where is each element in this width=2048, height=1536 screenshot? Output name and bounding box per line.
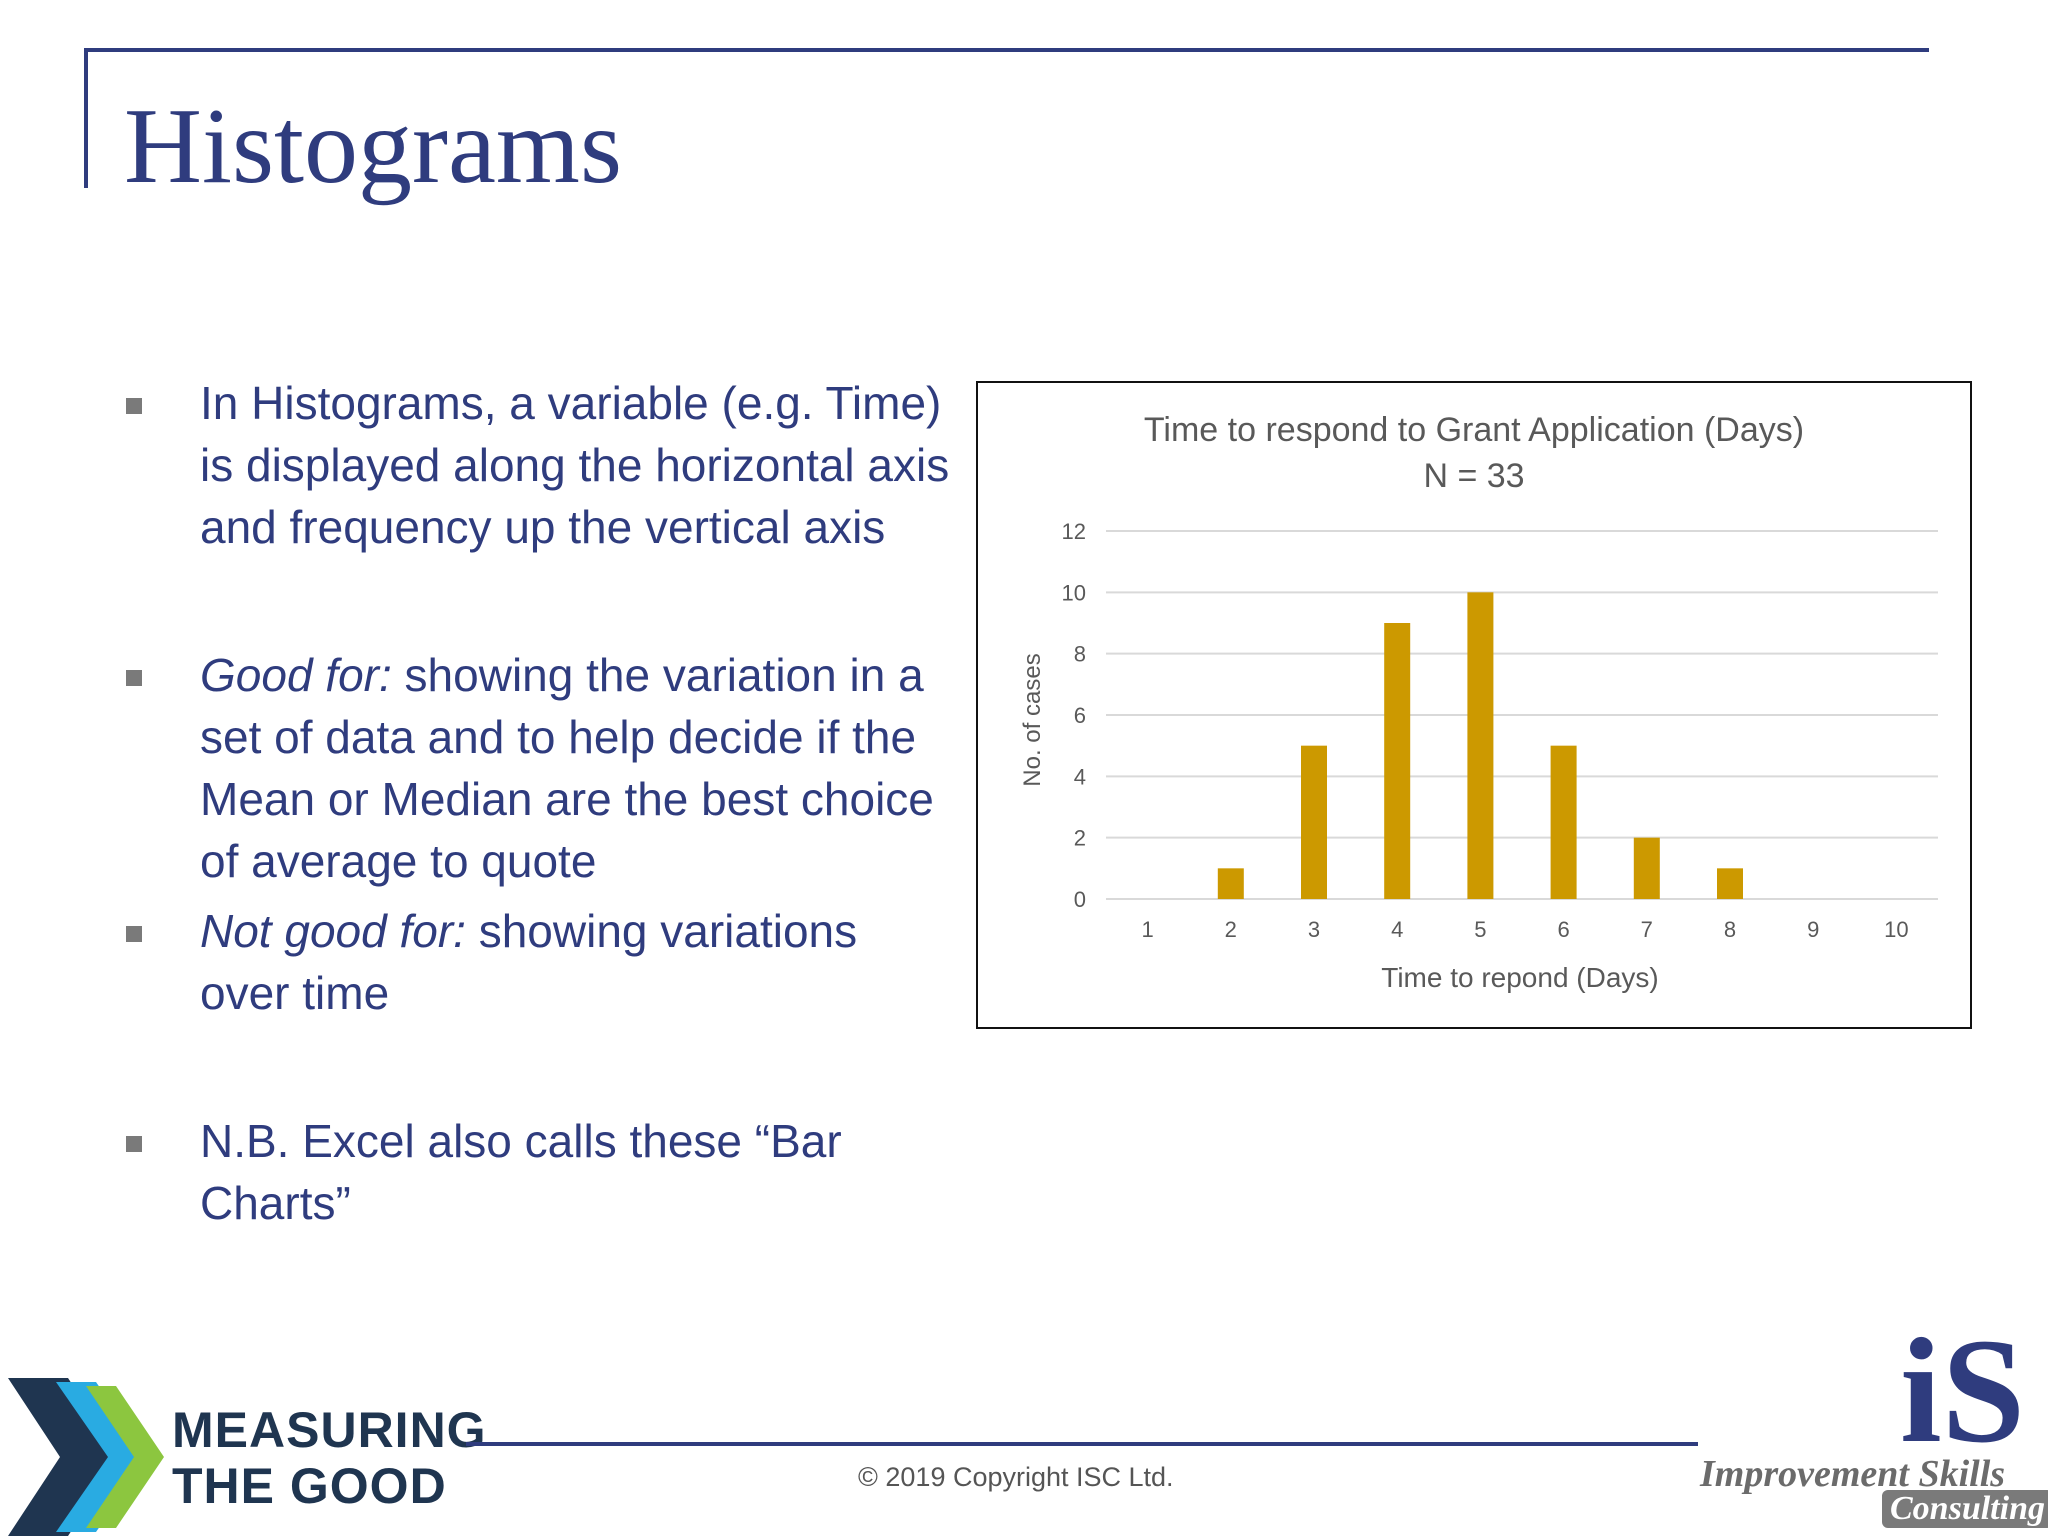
isc-logo-name: Improvement Skills [1700, 1453, 2006, 1495]
gridlines [1106, 530, 1938, 900]
measuring-the-good-logo [8, 1378, 164, 1536]
bullet-list: In Histograms, a variable (e.g. Time) is… [124, 372, 954, 1234]
y-tick-label: 6 [1074, 703, 1086, 728]
chart-svg: Time to respond to Grant Application (Da… [1019, 411, 1938, 993]
x-tick-label: 8 [1724, 917, 1736, 942]
bullet-text: showing the variation in a set of data a… [200, 649, 934, 887]
logo-line-1: MEASURING [172, 1402, 487, 1458]
histogram-bar [1550, 745, 1577, 899]
x-tick-label: 7 [1641, 917, 1653, 942]
x-tick-label: 5 [1474, 917, 1486, 942]
x-tick-label: 6 [1557, 917, 1569, 942]
x-tick-label: 4 [1391, 917, 1403, 942]
x-axis-label: Time to repond (Days) [1381, 962, 1659, 993]
copyright-text: © 2019 Copyright ISC Ltd. [858, 1462, 1174, 1492]
y-tick-label: 8 [1074, 642, 1086, 667]
square-bullet-icon [126, 1136, 142, 1152]
histogram-bar [1717, 868, 1743, 899]
x-tick-label: 1 [1141, 917, 1153, 942]
bullet-item: Not good for: showing variations over ti… [124, 900, 954, 1024]
histogram-bar [1217, 868, 1244, 899]
square-bullet-icon [126, 926, 142, 942]
bullet-text: showing variations over time [200, 905, 858, 1019]
histogram-bar [1384, 623, 1411, 899]
isc-logo-letters: iS [1900, 1308, 2026, 1474]
logo-line-2: THE GOOD [172, 1458, 447, 1514]
isc-logo-subtitle: Consulting [1882, 1490, 2048, 1528]
measuring-the-good-wordmark: MEASURING THE GOOD [172, 1402, 487, 1514]
bullet-item: In Histograms, a variable (e.g. Time) is… [124, 372, 954, 558]
x-tick-label: 3 [1308, 917, 1320, 942]
square-bullet-icon [126, 670, 142, 686]
bullet-item: Good for: showing the variation in a set… [124, 644, 954, 892]
y-tick-label: 12 [1062, 519, 1086, 544]
y-tick-label: 10 [1062, 580, 1086, 605]
histogram-chart: Time to respond to Grant Application (Da… [976, 381, 1972, 1029]
bullet-item: N.B. Excel also calls these “Bar Charts” [124, 1110, 954, 1234]
bars [1217, 592, 1743, 899]
y-tick-label: 0 [1074, 887, 1086, 912]
bullet-text: In Histograms, a variable (e.g. Time) is… [200, 377, 950, 553]
bullet-lead: Good for: [200, 649, 392, 701]
title-left-rule [84, 48, 88, 188]
chart-subtitle: N = 33 [1423, 457, 1524, 495]
y-tick-label: 4 [1074, 764, 1086, 789]
histogram-bar [1633, 837, 1660, 899]
bullet-lead: Not good for: [200, 905, 466, 957]
x-tick-label: 9 [1807, 917, 1819, 942]
histogram-bar [1467, 592, 1494, 899]
logo-chevron-blue [56, 1382, 148, 1532]
x-tick-label: 2 [1225, 917, 1237, 942]
chart-title: Time to respond to Grant Application (Da… [1144, 411, 1804, 449]
title-top-rule [84, 48, 1929, 52]
histogram-bar [1301, 745, 1327, 899]
y-tick-label: 2 [1074, 826, 1086, 851]
bullet-text: N.B. Excel also calls these “Bar Charts” [200, 1115, 842, 1229]
footer-rule [466, 1442, 1698, 1446]
y-axis-label: No. of cases [1019, 653, 1046, 786]
x-tick-label: 10 [1884, 917, 1908, 942]
slide-title: Histograms [124, 87, 622, 206]
square-bullet-icon [126, 398, 142, 414]
logo-chevron-green [86, 1386, 164, 1528]
